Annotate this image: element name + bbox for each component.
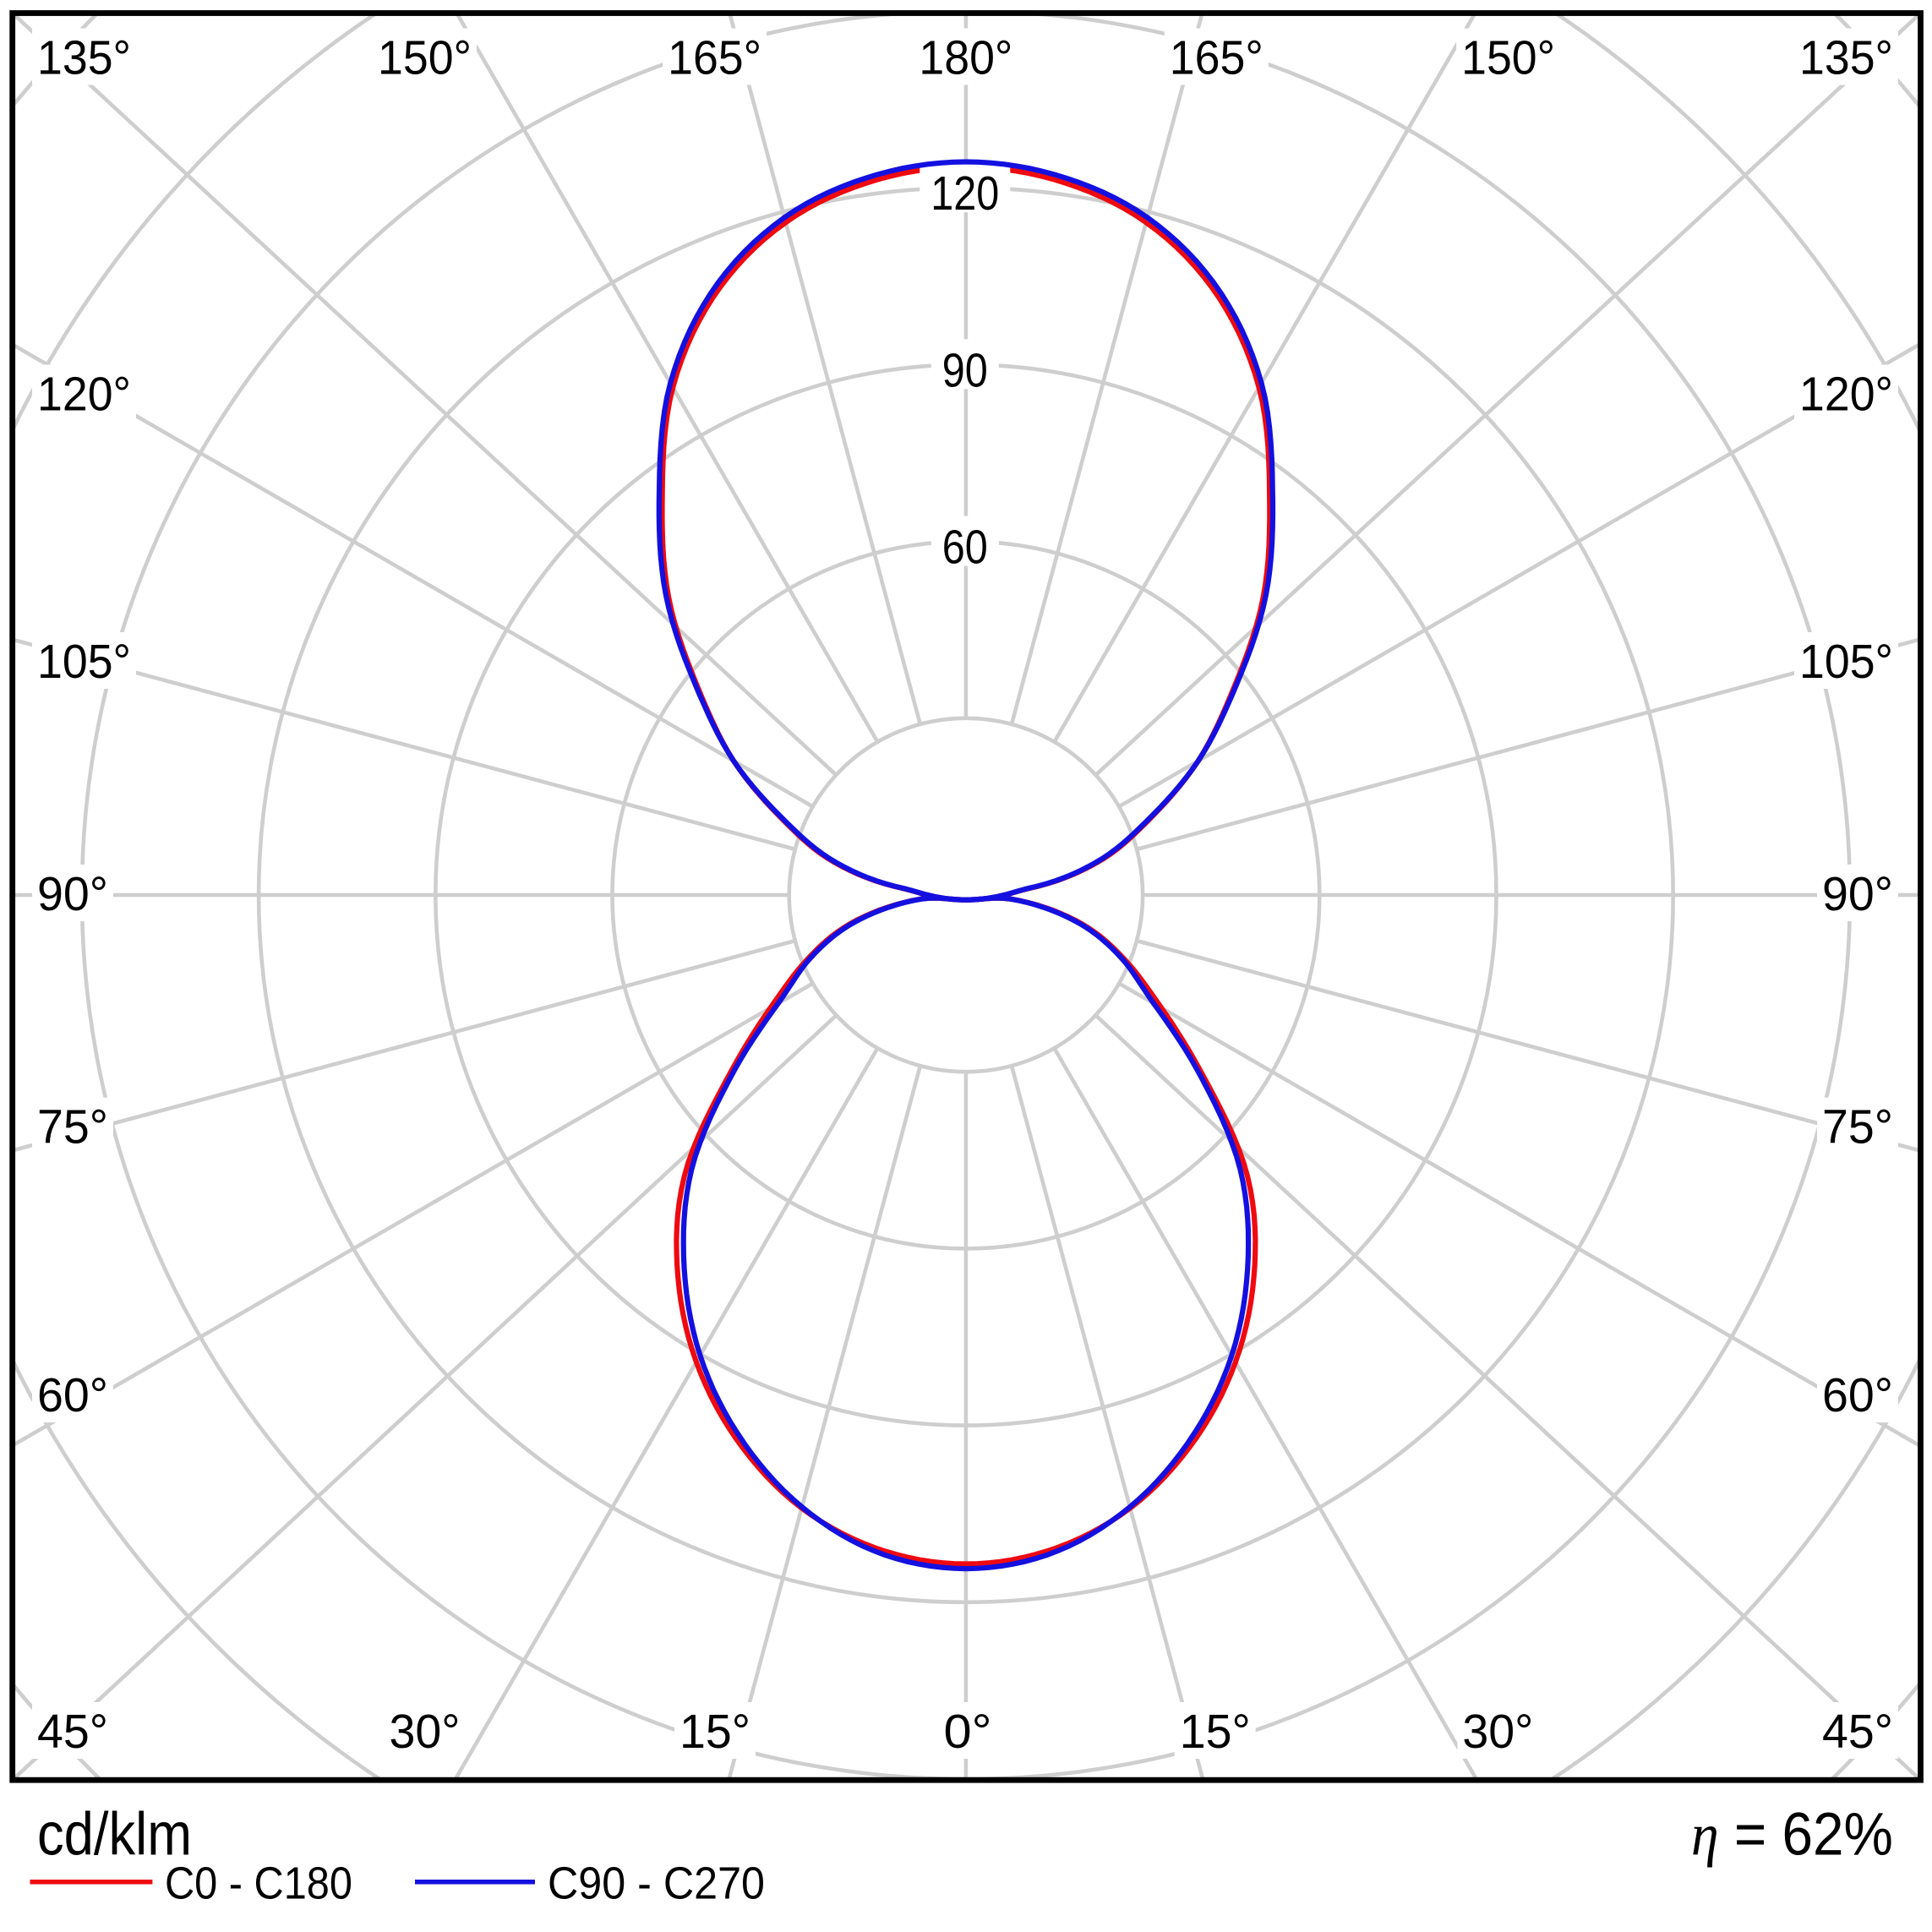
svg-text:105°: 105°	[1799, 635, 1893, 689]
svg-text:C90 - C270: C90 - C270	[548, 1858, 765, 1909]
svg-text:30°: 30°	[1462, 1705, 1533, 1759]
svg-text:30°: 30°	[390, 1705, 461, 1759]
svg-text:135°: 135°	[37, 30, 131, 85]
svg-text:η = 62%: η = 62%	[1691, 1802, 1893, 1869]
svg-text:120°: 120°	[37, 367, 131, 421]
svg-text:cd/klm: cd/klm	[37, 1802, 192, 1869]
svg-text:60: 60	[942, 521, 988, 575]
svg-text:120°: 120°	[1799, 367, 1893, 421]
svg-text:90°: 90°	[1822, 867, 1893, 921]
svg-text:90°: 90°	[37, 867, 108, 921]
svg-text:165°: 165°	[668, 30, 761, 85]
svg-text:60°: 60°	[37, 1368, 108, 1422]
svg-text:45°: 45°	[1822, 1705, 1893, 1759]
svg-text:75°: 75°	[37, 1100, 108, 1154]
svg-text:90: 90	[942, 343, 988, 397]
svg-text:0°: 0°	[944, 1705, 992, 1759]
svg-text:180°: 180°	[919, 30, 1012, 85]
svg-text:75°: 75°	[1822, 1100, 1893, 1154]
svg-text:150°: 150°	[378, 30, 472, 85]
svg-text:45°: 45°	[37, 1705, 108, 1759]
svg-text:15°: 15°	[679, 1705, 750, 1759]
svg-text:120: 120	[931, 166, 999, 221]
svg-text:165°: 165°	[1170, 30, 1263, 85]
svg-text:150°: 150°	[1461, 30, 1555, 85]
svg-text:60°: 60°	[1822, 1368, 1893, 1422]
svg-text:105°: 105°	[37, 635, 131, 689]
svg-text:135°: 135°	[1799, 30, 1893, 85]
svg-text:15°: 15°	[1180, 1705, 1251, 1759]
svg-text:C0 - C180: C0 - C180	[165, 1858, 352, 1909]
